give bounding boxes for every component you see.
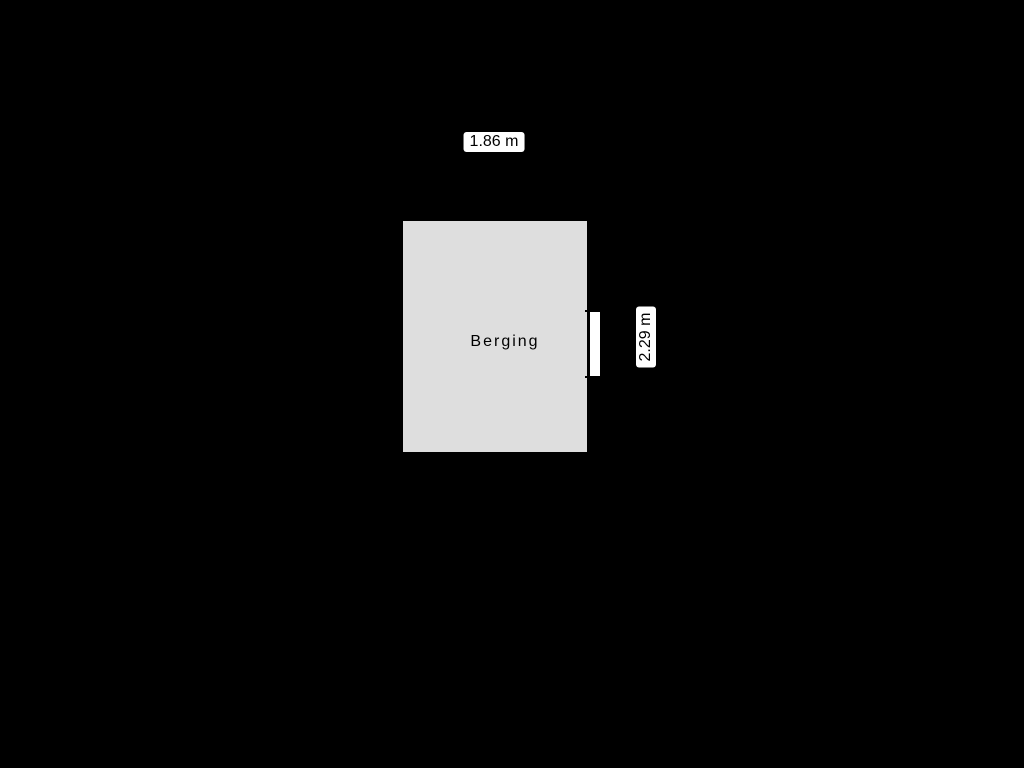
room-berging: Berging (397, 215, 593, 458)
dimension-height-label: 2.29 m (636, 307, 656, 368)
door-panel (589, 312, 601, 376)
floorplan-canvas: Berging 1.86 m 2.29 m (0, 0, 1024, 768)
door-symbol (585, 310, 603, 378)
dimension-width-label: 1.86 m (464, 132, 525, 152)
door-cap-bottom (585, 376, 603, 378)
room-label: Berging (470, 333, 539, 351)
